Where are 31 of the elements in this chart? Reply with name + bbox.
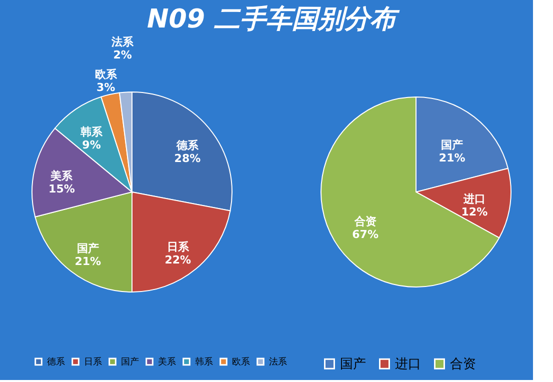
legend-label: 日系 xyxy=(84,356,102,368)
legend-label: 德系 xyxy=(47,356,65,368)
slice-label: 法系 xyxy=(110,35,135,48)
data-label: 15% xyxy=(48,182,75,196)
legend-label: 进口 xyxy=(395,356,421,372)
data-label: 9% xyxy=(82,138,101,152)
data-label: 67% xyxy=(352,228,378,241)
slice-label: 韩系 xyxy=(80,125,104,138)
slice-label: 进口 xyxy=(462,192,486,206)
data-label: 21% xyxy=(74,254,102,268)
data-label: 28% xyxy=(174,152,201,166)
data-label: 3% xyxy=(96,80,116,94)
chart-title: N09 二手车国别分布 xyxy=(147,4,400,34)
legend-label: 韩系 xyxy=(195,356,213,368)
slice-label: 美系 xyxy=(50,169,74,182)
legend-label: 国产 xyxy=(121,356,139,368)
slice-label: 德系 xyxy=(175,139,200,152)
data-label: 2% xyxy=(113,48,132,62)
data-label: 22% xyxy=(164,253,192,266)
slice-label: 国产 xyxy=(76,242,99,255)
data-label: 21% xyxy=(438,151,466,164)
slice-label: 国产 xyxy=(441,138,464,152)
slice-label: 合资 xyxy=(353,214,376,228)
legend-label: 合资 xyxy=(450,356,476,372)
legend-label: 法系 xyxy=(269,356,287,368)
slice-label: 日系 xyxy=(166,240,190,254)
legend-label: 国产 xyxy=(340,356,366,372)
slice-label: 欧系 xyxy=(94,68,118,81)
data-label: 12% xyxy=(461,205,488,218)
legend-label: 欧系 xyxy=(232,356,250,368)
legend-label: 美系 xyxy=(158,356,176,368)
